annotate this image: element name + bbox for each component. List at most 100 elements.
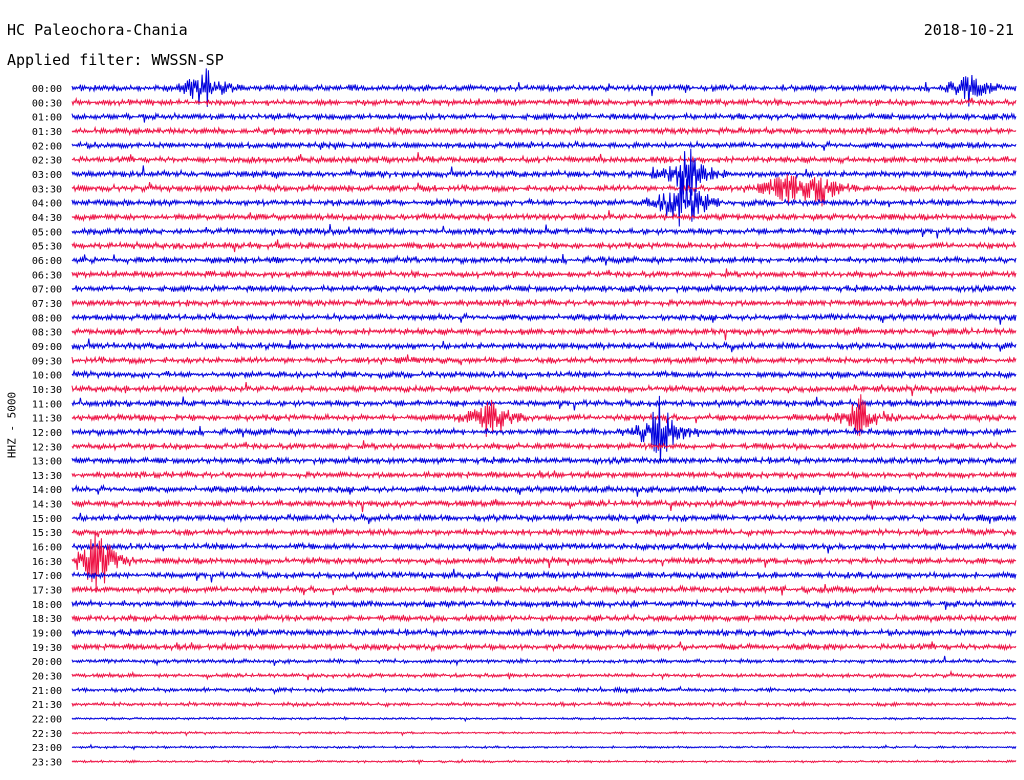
- row-time-label: 03:30: [32, 184, 62, 195]
- row-time-label: 11:30: [32, 414, 62, 425]
- row-time-label: 19:00: [32, 629, 62, 640]
- seismic-trace-2230: [71, 729, 1017, 737]
- row-time-label: 19:30: [32, 643, 62, 654]
- row-time-label: 18:00: [32, 600, 62, 611]
- row-time-label: 10:00: [32, 371, 62, 382]
- seismic-trace-1000: [71, 369, 1017, 380]
- seismic-trace-0830: [71, 325, 1017, 341]
- seismic-trace-2130: [71, 699, 1017, 708]
- row-time-label: 23:30: [32, 758, 62, 769]
- seismic-trace-2100: [71, 685, 1017, 696]
- seismic-trace-1630: [71, 533, 1017, 590]
- row-time-label: 07:30: [32, 299, 62, 310]
- seismic-trace-0330: [71, 174, 1017, 207]
- row-time-label: 22:00: [32, 715, 62, 726]
- row-time-label: 00:00: [32, 84, 62, 95]
- seismic-trace-0230: [71, 152, 1017, 165]
- row-time-label: 08:30: [32, 328, 62, 339]
- row-time-label: 00:30: [32, 98, 62, 109]
- seismic-trace-0800: [71, 311, 1017, 325]
- seismic-trace-1330: [71, 469, 1017, 481]
- seismic-trace-1930: [71, 641, 1017, 653]
- row-time-label: 23:00: [32, 743, 62, 754]
- seismic-trace-1300: [71, 455, 1017, 466]
- seismic-trace-0130: [71, 125, 1017, 137]
- row-time-label: 22:30: [32, 729, 62, 740]
- seismic-trace-1700: [71, 568, 1017, 583]
- seismic-trace-0300: [71, 148, 1017, 196]
- seismic-trace-2200: [71, 715, 1017, 723]
- row-time-label: 12:00: [32, 428, 62, 439]
- seismic-trace-1600: [71, 541, 1017, 554]
- seismic-trace-1900: [71, 627, 1017, 638]
- row-time-label: 05:30: [32, 242, 62, 253]
- seismic-trace-0200: [71, 139, 1017, 151]
- seismic-trace-0600: [71, 254, 1017, 266]
- row-time-label: 13:00: [32, 457, 62, 468]
- row-time-label: 04:30: [32, 213, 62, 224]
- row-time-label: 01:00: [32, 113, 62, 124]
- seismic-trace-1500: [71, 512, 1017, 525]
- seismic-trace-1100: [71, 396, 1017, 411]
- seismic-trace-1530: [71, 526, 1017, 538]
- row-time-label: 14:30: [32, 500, 62, 511]
- seismic-trace-0930: [71, 354, 1017, 366]
- row-time-label: 17:00: [32, 571, 62, 582]
- row-time-label: 10:30: [32, 385, 62, 396]
- seismic-trace-1730: [71, 584, 1017, 596]
- seismic-trace-0500: [71, 224, 1017, 239]
- row-time-label: 09:00: [32, 342, 62, 353]
- seismic-trace-2330: [71, 758, 1017, 766]
- seismic-trace-0730: [71, 297, 1017, 308]
- row-time-label: 02:00: [32, 141, 62, 152]
- seismic-trace-1130: [71, 394, 1017, 437]
- seismic-trace-0900: [71, 338, 1017, 353]
- row-time-label: 09:30: [32, 356, 62, 367]
- row-time-label: 12:30: [32, 442, 62, 453]
- row-time-label: 16:00: [32, 543, 62, 554]
- seismic-trace-0030: [71, 96, 1017, 108]
- seismic-trace-1200: [71, 395, 1017, 464]
- row-time-label: 17:30: [32, 586, 62, 597]
- station-name: HC Paleochora-Chania: [7, 21, 188, 39]
- seismic-trace-1230: [71, 440, 1017, 452]
- record-date: 2018-10-21: [923, 21, 1014, 39]
- row-time-label: 18:30: [32, 614, 62, 625]
- row-time-label: 21:30: [32, 700, 62, 711]
- row-time-label: 20:00: [32, 657, 62, 668]
- seismic-trace-1830: [71, 612, 1017, 624]
- row-time-label: 04:00: [32, 199, 62, 210]
- seismic-trace-0530: [71, 239, 1017, 253]
- row-time-label: 07:00: [32, 285, 62, 296]
- seismic-trace-1400: [71, 483, 1017, 497]
- row-time-label: 03:00: [32, 170, 62, 181]
- seismic-trace-2000: [71, 655, 1017, 667]
- seismic-trace-0100: [71, 111, 1017, 123]
- seismic-trace-0400: [71, 169, 1017, 227]
- seismic-trace-2030: [71, 669, 1017, 681]
- seismic-trace-0700: [71, 283, 1017, 294]
- row-time-label: 21:00: [32, 686, 62, 697]
- row-time-label: 15:30: [32, 528, 62, 539]
- seismic-trace-1430: [71, 498, 1017, 513]
- applied-filter: Applied filter: WWSSN-SP: [7, 51, 224, 69]
- row-time-label: 06:30: [32, 270, 62, 281]
- row-time-label: 14:00: [32, 485, 62, 496]
- seismic-trace-2300: [71, 743, 1017, 751]
- row-time-label: 02:30: [32, 156, 62, 167]
- seismic-trace-0630: [71, 268, 1017, 280]
- row-time-label: 13:30: [32, 471, 62, 482]
- seismic-trace-0000: [71, 68, 1017, 107]
- seismic-trace-1030: [71, 382, 1017, 397]
- row-time-label: 20:30: [32, 672, 62, 683]
- row-time-label: 01:30: [32, 127, 62, 138]
- row-time-label: 15:00: [32, 514, 62, 525]
- row-time-label: 16:30: [32, 557, 62, 568]
- row-time-label: 06:00: [32, 256, 62, 267]
- row-time-label: 08:00: [32, 313, 62, 324]
- row-time-label: 11:00: [32, 399, 62, 410]
- row-time-label: 05:00: [32, 227, 62, 238]
- seismic-trace-0430: [71, 210, 1017, 223]
- seismic-trace-1800: [71, 598, 1017, 610]
